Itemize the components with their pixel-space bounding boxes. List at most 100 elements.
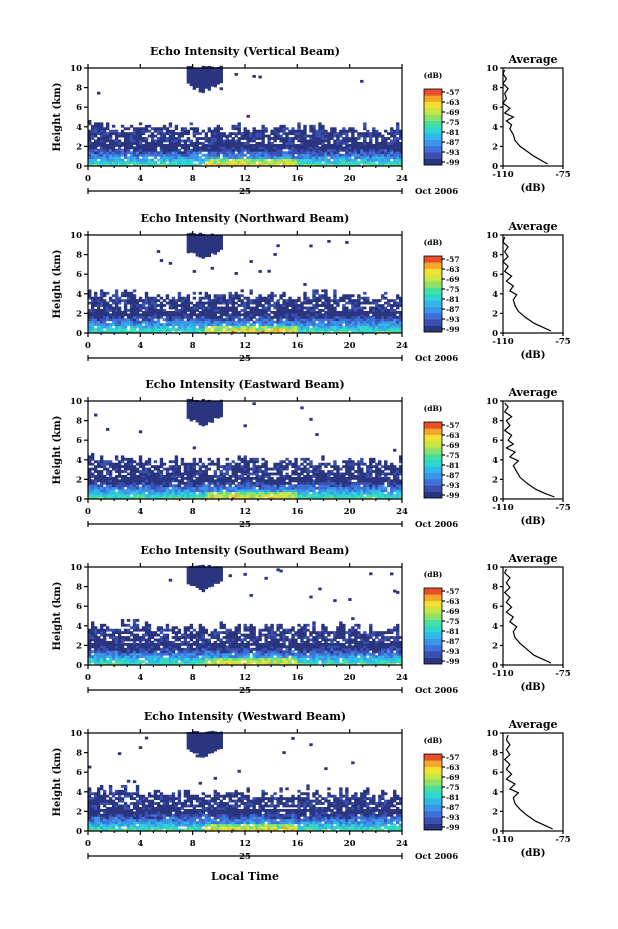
heatmap-cell [207, 402, 212, 406]
heatmap-cell [216, 410, 220, 414]
heatmap-cell [234, 496, 238, 500]
heatmap-cell [249, 139, 253, 143]
heatmap-cell [363, 318, 367, 322]
heatmap-cell [102, 294, 107, 298]
heatmap-cell [105, 161, 110, 164]
heatmap-cell [258, 156, 262, 160]
heatmap-cell [132, 476, 137, 480]
heatmap-cell [180, 323, 185, 327]
heatmap-cell [360, 308, 364, 312]
heatmap-cell [150, 476, 155, 480]
heatmap-cell [141, 129, 146, 133]
heatmap-cell [129, 291, 134, 295]
heatmap-cell [192, 134, 197, 138]
heatmap-cell [216, 127, 220, 131]
heatmap-cell [381, 158, 385, 162]
heatmap-cell [243, 137, 247, 140]
heatmap-cell [228, 315, 232, 319]
heatmap-cell [90, 129, 95, 133]
heatmap-cell [315, 289, 319, 293]
heatmap-cell [390, 313, 394, 317]
heatmap-cell [345, 467, 349, 471]
heatmap-cell [267, 496, 271, 500]
heatmap-cell [294, 330, 298, 334]
heatmap-cell [312, 134, 316, 138]
heatmap-cell [297, 156, 301, 160]
heatmap-cell [318, 486, 322, 490]
heatmap-cell [255, 330, 259, 334]
heatmap-cell [264, 161, 268, 164]
heatmap-cell [279, 330, 283, 334]
heatmap-cell [90, 308, 95, 312]
heatmap-cell [147, 301, 152, 305]
heatmap-cell [159, 306, 164, 310]
heatmap-cell [366, 310, 370, 314]
heatmap-cell [93, 413, 98, 417]
average-y-tick-label: 8 [492, 84, 498, 94]
heatmap-cell [228, 143, 232, 147]
heatmap-cell [363, 291, 367, 295]
heatmap-cell [88, 474, 92, 478]
heatmap-cell [240, 486, 244, 490]
heatmap-cell [156, 320, 161, 324]
heatmap-cell [216, 69, 220, 73]
heatmap-cell [96, 141, 101, 145]
heatmap-cell [96, 122, 101, 126]
heatmap-cell [144, 124, 149, 128]
heatmap-cell [270, 330, 274, 334]
heatmap-cell [390, 129, 394, 133]
heatmap-cell [123, 308, 128, 312]
heatmap-cell [216, 308, 220, 312]
heatmap-cell [198, 325, 203, 329]
heatmap-cell [201, 253, 206, 257]
heatmap-cell [303, 323, 307, 327]
heatmap-cell [345, 141, 349, 145]
heatmap-cell [390, 132, 394, 136]
heatmap-cell [105, 479, 110, 483]
heatmap-cell [282, 476, 286, 480]
heatmap-cell [237, 304, 241, 307]
heatmap-cell [174, 141, 179, 145]
heatmap-cell [93, 163, 98, 167]
heatmap-cell [279, 470, 283, 473]
heatmap-cell [252, 127, 256, 131]
heatmap-cell [330, 481, 334, 485]
heatmap-cell [186, 299, 191, 303]
heatmap-cell [297, 476, 301, 480]
heatmap-cell [348, 476, 352, 480]
heatmap-cell [258, 158, 262, 162]
heatmap-cell [339, 129, 343, 133]
heatmap-cell [360, 318, 364, 322]
heatmap-cell [249, 301, 253, 305]
heatmap-cell [378, 323, 382, 327]
heatmap-cell [117, 161, 122, 164]
heatmap-cell [279, 161, 283, 164]
heatmap-cell [156, 472, 161, 476]
heatmap-cell [129, 143, 134, 147]
heatmap-cell [195, 148, 200, 152]
heatmap-cell [168, 330, 173, 334]
colorbar-swatch [424, 281, 442, 288]
heatmap-cell [195, 318, 200, 322]
heatmap-cell [321, 323, 325, 327]
heatmap-cell [126, 158, 131, 162]
heatmap-cell [300, 304, 304, 307]
heatmap-cell [303, 139, 307, 143]
heatmap-cell [327, 239, 331, 243]
heatmap-cell [186, 146, 191, 150]
heatmap-cell [399, 479, 403, 483]
heatmap-cell [372, 306, 376, 310]
heatmap-cell [192, 69, 197, 73]
heatmap-cell [348, 323, 352, 327]
heatmap-cell [297, 132, 301, 136]
heatmap-cell [183, 467, 188, 471]
heatmap-cell [117, 148, 122, 152]
heatmap-cell [150, 161, 155, 164]
heatmap-cell [150, 296, 155, 300]
heatmap-cell [249, 260, 253, 263]
heatmap-cell [336, 479, 340, 483]
heatmap-cell [369, 481, 373, 485]
heatmap-cell [282, 161, 286, 164]
heatmap-cell [357, 161, 361, 164]
heatmap-cell [399, 320, 403, 324]
